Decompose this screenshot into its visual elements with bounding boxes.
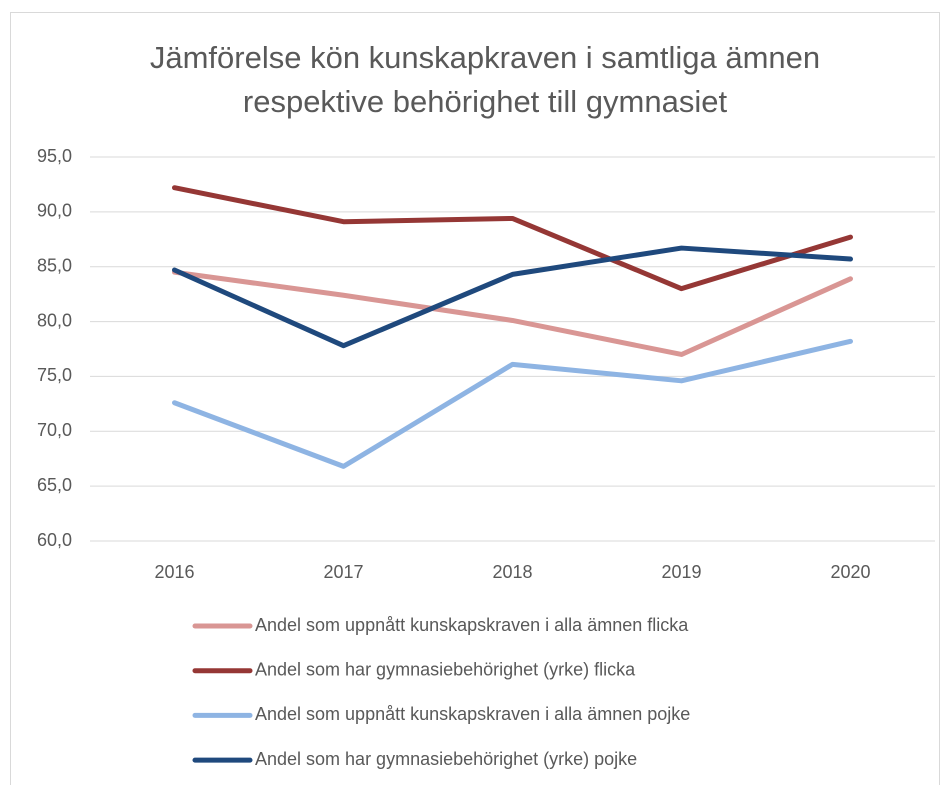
- y-tick-label: 95,0: [37, 146, 72, 166]
- x-tick-label: 2018: [492, 562, 532, 582]
- legend-label: Andel som har gymnasiebehörighet (yrke) …: [255, 659, 636, 679]
- y-tick-label: 85,0: [37, 255, 72, 275]
- y-tick-label: 70,0: [37, 420, 72, 440]
- x-tick-label: 2019: [661, 562, 701, 582]
- series-line: [172, 185, 853, 292]
- x-tick-label: 2016: [154, 562, 194, 582]
- y-tick-label: 60,0: [37, 530, 72, 550]
- chart-title: Jämförelse kön kunskapkraven i samtliga …: [150, 40, 820, 75]
- legend-label: Andel som uppnått kunskapskraven i alla …: [255, 615, 689, 635]
- y-tick-label: 90,0: [37, 201, 72, 221]
- x-tick-label: 2017: [323, 562, 363, 582]
- y-tick-label: 75,0: [37, 365, 72, 385]
- chart-title: respektive behörighet till gymnasiet: [243, 84, 728, 119]
- chart-frame: [10, 12, 940, 785]
- y-tick-label: 65,0: [37, 475, 72, 495]
- x-tick-label: 2020: [830, 562, 870, 582]
- legend-label: Andel som uppnått kunskapskraven i alla …: [255, 704, 690, 724]
- y-tick-label: 80,0: [37, 310, 72, 330]
- series-line: [172, 245, 853, 349]
- series-line: [172, 269, 853, 357]
- legend-label: Andel som har gymnasiebehörighet (yrke) …: [255, 749, 637, 769]
- series-line: [172, 338, 853, 469]
